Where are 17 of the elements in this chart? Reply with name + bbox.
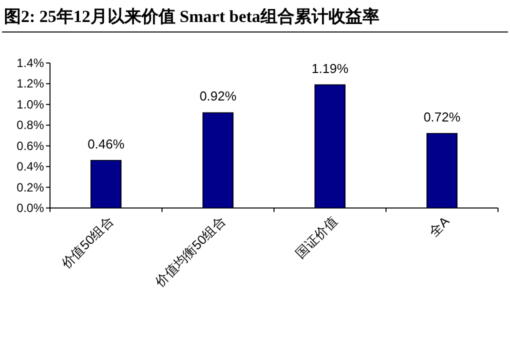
y-tick-label: 0.6% (16, 138, 44, 153)
y-tick-label: 1.4% (16, 56, 44, 70)
x-tick-label: 价值均衡50组合 (151, 214, 228, 290)
y-tick-label: 0.8% (16, 118, 44, 132)
x-tick-label: 全A (426, 213, 452, 240)
y-tick-label: 0.2% (16, 180, 44, 194)
x-tick-label: 价值50组合 (58, 214, 116, 272)
x-tick-label: 国证价值 (292, 214, 340, 261)
y-tick-label: 0.0% (16, 201, 44, 215)
data-label: 1.19% (312, 60, 349, 76)
data-label: 0.72% (424, 109, 461, 124)
data-label: 0.46% (88, 136, 125, 152)
y-tick-label: 1.0% (16, 97, 44, 112)
y-tick-label: 0.4% (16, 160, 44, 174)
chart-title: 图2: 25年12月以来价值 Smart beta组合累计收益率 (4, 7, 380, 26)
data-label: 0.92% (200, 88, 237, 104)
y-tick-label: 1.2% (16, 76, 44, 91)
